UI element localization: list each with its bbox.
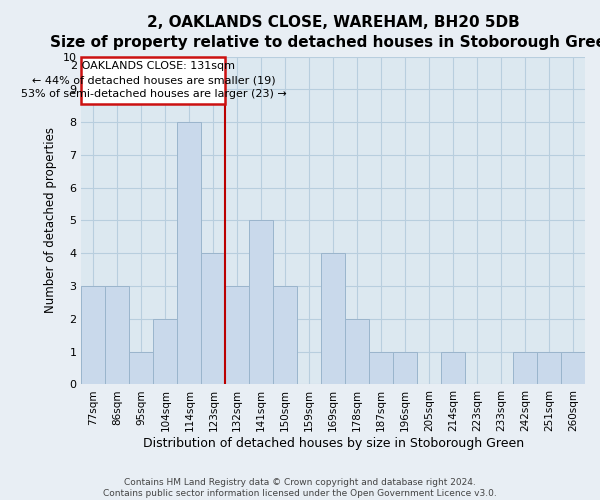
Bar (441, 352, 465, 384)
Bar (82, 56, 226, 104)
Bar (561, 352, 585, 384)
Bar (273, 286, 297, 384)
Bar (82, 286, 106, 384)
X-axis label: Distribution of detached houses by size in Stoborough Green: Distribution of detached houses by size … (143, 437, 524, 450)
Bar (130, 352, 154, 384)
Bar (393, 352, 417, 384)
Bar (106, 286, 130, 384)
Bar (345, 319, 369, 384)
Bar (249, 220, 273, 384)
Bar (513, 352, 537, 384)
Title: 2, OAKLANDS CLOSE, WAREHAM, BH20 5DB
Size of property relative to detached house: 2, OAKLANDS CLOSE, WAREHAM, BH20 5DB Siz… (50, 15, 600, 50)
Y-axis label: Number of detached properties: Number of detached properties (44, 128, 57, 314)
Bar (226, 286, 249, 384)
Bar (202, 254, 226, 384)
Bar (321, 254, 345, 384)
Bar (178, 122, 202, 384)
Bar (537, 352, 561, 384)
Text: Contains HM Land Registry data © Crown copyright and database right 2024.
Contai: Contains HM Land Registry data © Crown c… (103, 478, 497, 498)
Text: 2 OAKLANDS CLOSE: 131sqm
← 44% of detached houses are smaller (19)
53% of semi-d: 2 OAKLANDS CLOSE: 131sqm ← 44% of detach… (20, 62, 286, 100)
Bar (369, 352, 393, 384)
Bar (154, 319, 178, 384)
